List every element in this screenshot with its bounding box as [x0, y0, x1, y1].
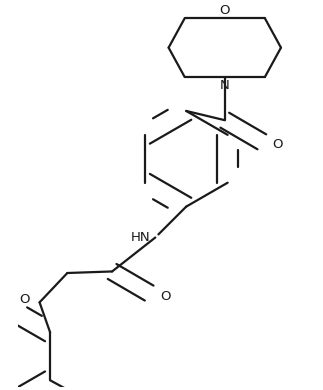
Text: O: O	[160, 290, 171, 303]
Text: O: O	[220, 4, 230, 17]
Text: HN: HN	[131, 231, 151, 244]
Text: N: N	[220, 79, 230, 92]
Text: O: O	[273, 138, 283, 151]
Text: O: O	[19, 293, 29, 306]
